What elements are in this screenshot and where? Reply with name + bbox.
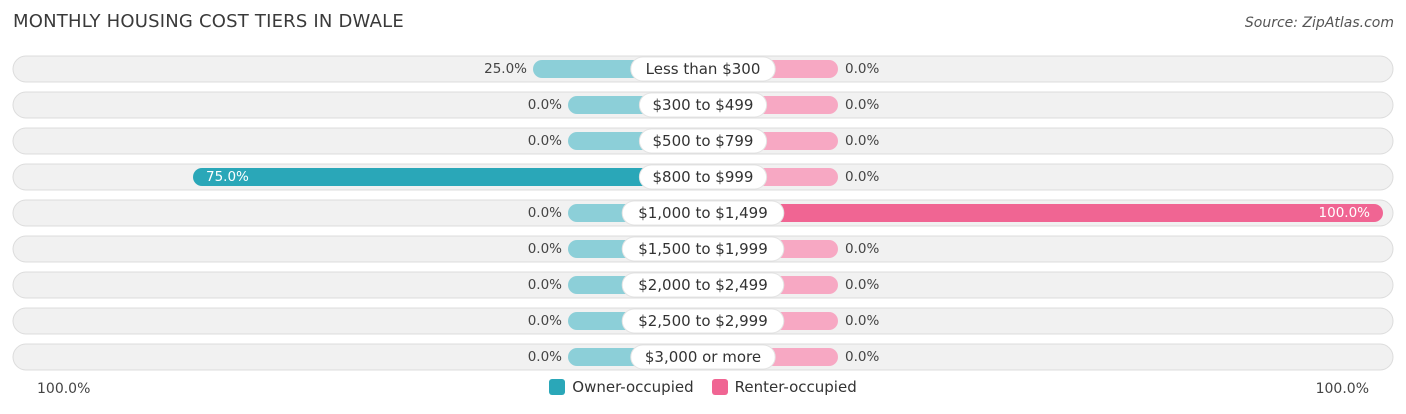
category-pill (630, 56, 776, 82)
legend-swatch-renter (711, 379, 728, 395)
value-label-renter: 0.0% (845, 349, 879, 365)
category-label: $2,000 to $2,499 (638, 276, 768, 294)
value-label-renter: 0.0% (845, 169, 879, 185)
legend: Owner-occupied Renter-occupied (0, 378, 1406, 396)
axis-left-label: 100.0% (37, 381, 91, 397)
category-pill (638, 164, 768, 190)
value-label-renter: 0.0% (845, 97, 879, 113)
value-label-renter: 0.0% (845, 133, 879, 149)
legend-item-owner: Owner-occupied (549, 378, 694, 396)
value-label-renter: 0.0% (845, 61, 879, 77)
legend-swatch-owner (549, 379, 566, 395)
category-label: $300 to $499 (653, 96, 754, 114)
value-label-owner: 0.0% (528, 241, 562, 257)
legend-label-renter: Renter-occupied (734, 378, 857, 396)
category-pill (621, 200, 785, 226)
axis-right-label: 100.0% (1315, 381, 1369, 397)
value-label-owner: 0.0% (528, 133, 562, 149)
value-label-owner: 0.0% (528, 97, 562, 113)
value-label-owner: 0.0% (528, 349, 562, 365)
category-label: $3,000 or more (645, 348, 761, 366)
value-label-owner: 25.0% (484, 61, 527, 77)
value-label-owner: 75.0% (206, 169, 249, 185)
chart-source: Source: ZipAtlas.com (1244, 15, 1394, 31)
category-label: $1,500 to $1,999 (638, 240, 768, 258)
bar-owner (193, 168, 703, 186)
category-label: $1,000 to $1,499 (638, 204, 768, 222)
bar-renter (703, 204, 1383, 222)
category-pill (621, 236, 785, 262)
value-label-renter: 0.0% (845, 241, 879, 257)
value-label-owner: 0.0% (528, 277, 562, 293)
legend-item-renter: Renter-occupied (711, 378, 857, 396)
value-label-renter: 0.0% (845, 313, 879, 329)
chart-title: MONTHLY HOUSING COST TIERS IN DWALE (13, 11, 404, 32)
category-pill (621, 272, 785, 298)
value-label-renter: 0.0% (845, 277, 879, 293)
category-pill (621, 308, 785, 334)
category-pill (638, 92, 768, 118)
category-pill (638, 128, 768, 154)
category-label: Less than $300 (646, 60, 761, 78)
category-label: $2,500 to $2,999 (638, 312, 768, 330)
value-label-owner: 0.0% (528, 313, 562, 329)
category-label: $800 to $999 (653, 168, 754, 186)
value-label-renter: 100.0% (1319, 205, 1371, 221)
value-label-owner: 0.0% (528, 205, 562, 221)
category-pill (630, 344, 776, 370)
category-label: $500 to $799 (653, 132, 754, 150)
legend-label-owner: Owner-occupied (572, 378, 694, 396)
